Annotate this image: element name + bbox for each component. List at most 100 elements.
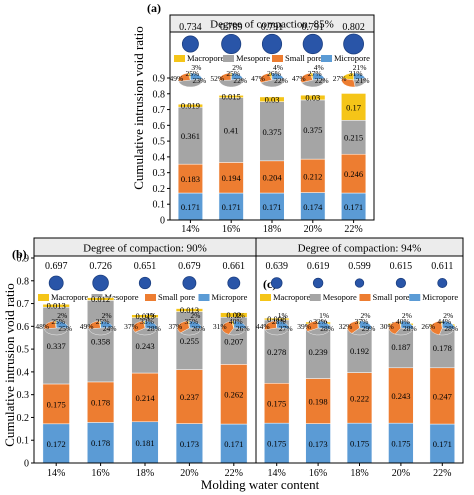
bar-value-label: 0.214 [135,393,155,403]
x-tick-label: 20% [392,468,410,479]
pie-label: 27% [279,324,293,333]
pie-slice [341,78,356,88]
pie-slice [231,320,234,329]
pie-label: 33% [140,317,154,326]
void-ratio-value: 0.726 [89,261,112,272]
bar-segment-macropore [42,303,70,308]
pie-label: 2% [402,311,412,320]
bar-segment-small-pore [264,383,290,424]
bar-value-label: 0.243 [135,341,154,351]
legend-label: Macropore [187,53,225,63]
panels: Degree of compaction: 85% (a) 0 0.1 0.2 0.3 0.… [12,1,464,479]
void-ratio-value: 0.639 [265,261,288,272]
bar-segment-macropore [264,317,290,321]
x-tick-label: 18% [263,224,281,235]
bar-value-label: 0.375 [303,125,322,135]
pie-slice [187,72,191,81]
bar-value-label: 0.247 [433,391,452,401]
pie-label: 25% [226,69,240,78]
y-tick-label: 0.8 [153,89,166,100]
pie-label: 22% [274,76,288,85]
bar-segment-micropore [175,423,203,464]
bar-segment-small-pore [300,158,326,193]
legend-label: Macropore [273,292,311,302]
void-ratio-value: 0.615 [390,261,413,272]
pie-slice [351,327,372,336]
bar-value-label: 0.015 [222,92,241,102]
pie-label: 22% [315,76,329,85]
pie-label: 2% [146,311,156,320]
pie-label: 39% [297,322,311,331]
bar-value-label: 0.375 [262,127,281,137]
bar-value-label: 0.222 [350,393,369,403]
y-tick-label: 0 [160,216,165,227]
void-ratio-circle [182,276,197,290]
y-tick-label: 0.1 [17,436,30,447]
x-tick-label: 14% [181,224,199,235]
pie-label: 32% [339,322,353,331]
void-ratio-circle [395,277,407,289]
legend-swatch [223,55,234,62]
pie-slice [228,327,246,336]
legend-swatch [145,294,156,301]
bar-segment-mesopore [177,106,203,165]
pie-slice [177,320,190,334]
bar-value-label: 0.019 [181,101,200,111]
void-ratio-value: 0.802 [342,22,365,33]
bar-value-label: 0.171 [433,439,452,449]
y-tick-label: 0.7 [17,299,30,310]
pie-label: 26% [236,324,250,333]
pie-slice [440,320,443,329]
pie-label: 40% [396,317,410,326]
bar-segment-macropore [177,103,203,108]
compaction-header: Degree of compaction: 85% [210,19,334,31]
pie-slice [134,327,158,336]
pie-label: 21% [356,76,370,85]
pie-slice [98,320,101,329]
legend-label: Micropore [334,53,370,63]
bar-value-label: 0.012 [91,294,110,304]
bar-segment-mesopore [300,99,326,160]
bar-value-label: 0.358 [91,337,110,347]
pie-label: 40% [229,317,243,326]
bar-value-label: 0.337 [47,341,66,351]
legend-swatch [409,294,421,301]
pie-label: 48% [35,322,49,331]
bar-value-label: 0.41 [224,126,239,136]
bar-value-label: 0.173 [309,439,328,449]
header-band [169,14,375,33]
legend-label: Small pore [373,292,410,302]
pie-label: 28% [272,317,286,326]
compaction-header: Degree of compaction: 94% [298,243,422,255]
pie-label: 1% [278,311,288,320]
pie-slice [88,327,113,336]
bar-segment-small-pore [175,369,203,424]
x-tick-label: 22% [225,468,243,479]
bar-value-label: 0.204 [262,172,282,182]
void-ratio-circle [343,33,365,55]
x-tick-label: 16% [91,468,109,479]
pie-slice [301,78,325,88]
bar-segment-small-pore [218,162,244,194]
y-tick-label: 0.2 [17,413,30,424]
bar-value-label: 0.175 [47,399,66,409]
y-tick-label: 0.3 [153,168,166,179]
bar-value-label: 0.03 [305,93,320,103]
pie-label: 1% [319,311,329,320]
pie-slice [275,320,277,329]
shared-ylabel: Cumulative intrusion void ratio [131,26,146,190]
bar-segment-small-pore [42,383,70,425]
bar-value-label: 0.173 [180,439,199,449]
bar-value-label: 0.175 [267,439,286,449]
y-tick-label: 0.2 [153,184,166,195]
bar-value-label: 0.172 [47,439,66,449]
void-ratio-value: 0.734 [179,22,202,33]
bar-segment-small-pore [341,153,367,194]
legend-label: Mesopore [236,53,270,63]
void-ratio-value: 0.599 [348,261,371,272]
pie-label: 4% [314,63,324,72]
legend-swatch [198,294,210,301]
pie-slice [347,320,360,334]
bar-segment-macropore [341,93,367,121]
void-ratio-circle [354,278,365,288]
